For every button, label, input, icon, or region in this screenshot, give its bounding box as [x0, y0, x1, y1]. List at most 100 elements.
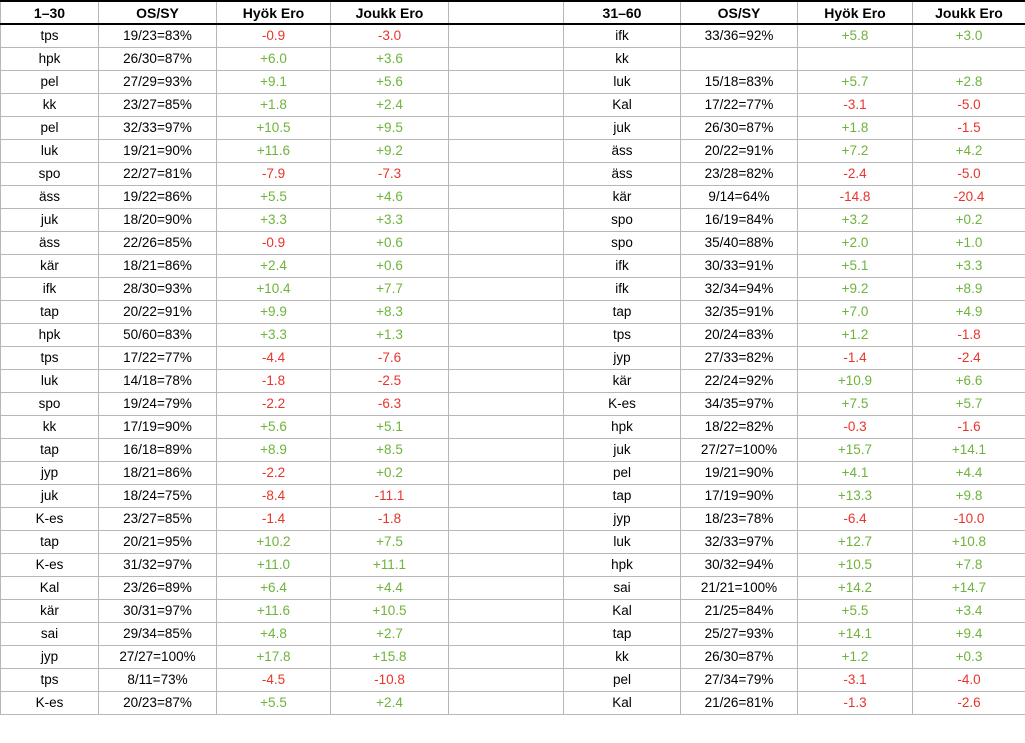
ossy-cell[interactable]: 30/32=94% [680, 552, 798, 577]
hyok-ero-cell[interactable]: -6.4 [797, 506, 913, 531]
ossy-cell[interactable]: 33/36=92% [680, 23, 798, 48]
hyok-ero-cell[interactable]: +7.5 [797, 391, 913, 416]
joukk-ero-cell[interactable]: +9.5 [330, 115, 449, 140]
team-cell[interactable]: äss [0, 230, 99, 255]
hyok-ero-cell[interactable]: +5.5 [797, 598, 913, 623]
joukk-ero-cell[interactable]: +3.0 [912, 23, 1025, 48]
joukk-ero-cell[interactable] [912, 46, 1025, 71]
hyok-ero-cell[interactable]: -1.4 [216, 506, 331, 531]
team-cell[interactable]: tps [0, 345, 99, 370]
joukk-ero-cell[interactable]: -4.0 [912, 667, 1025, 692]
ossy-cell[interactable]: 32/34=94% [680, 276, 798, 301]
joukk-ero-cell[interactable]: +4.6 [330, 184, 449, 209]
ossy-cell[interactable]: 21/26=81% [680, 690, 798, 715]
ossy-cell[interactable]: 35/40=88% [680, 230, 798, 255]
hyok-ero-cell[interactable]: -0.3 [797, 414, 913, 439]
ossy-cell[interactable]: 21/21=100% [680, 575, 798, 600]
joukk-ero-cell[interactable]: +2.8 [912, 69, 1025, 94]
team-cell[interactable]: kär [0, 598, 99, 623]
ossy-cell[interactable]: 28/30=93% [98, 276, 217, 301]
spacer-cell[interactable] [448, 552, 564, 577]
hyok-ero-cell[interactable]: +11.6 [216, 598, 331, 623]
ossy-cell[interactable]: 17/19=90% [680, 483, 798, 508]
team-cell[interactable]: kk [563, 46, 681, 71]
spacer-cell[interactable] [448, 207, 564, 232]
team-cell[interactable]: K-es [0, 506, 99, 531]
hyok-ero-cell[interactable]: +3.2 [797, 207, 913, 232]
team-cell[interactable]: K-es [0, 690, 99, 715]
hyok-ero-cell[interactable]: +9.9 [216, 299, 331, 324]
ossy-cell[interactable]: 26/30=87% [680, 644, 798, 669]
spacer-cell[interactable] [448, 437, 564, 462]
team-cell[interactable]: Kal [563, 92, 681, 117]
team-cell[interactable]: tap [563, 621, 681, 646]
team-cell[interactable]: spo [563, 207, 681, 232]
team-cell[interactable]: spo [563, 230, 681, 255]
joukk-ero-cell[interactable]: +9.4 [912, 621, 1025, 646]
team-cell[interactable]: kär [0, 253, 99, 278]
hyok-ero-cell[interactable]: +10.4 [216, 276, 331, 301]
ossy-cell[interactable]: 19/22=86% [98, 184, 217, 209]
joukk-ero-cell[interactable]: -7.3 [330, 161, 449, 186]
spacer-cell[interactable] [448, 667, 564, 692]
team-cell[interactable]: äss [563, 138, 681, 163]
spacer-cell[interactable] [448, 92, 564, 117]
team-cell[interactable]: tps [0, 667, 99, 692]
joukk-ero-cell[interactable]: +3.4 [912, 598, 1025, 623]
joukk-ero-cell[interactable]: -10.0 [912, 506, 1025, 531]
spacer-cell[interactable] [448, 506, 564, 531]
team-cell[interactable]: ifk [0, 276, 99, 301]
ossy-cell[interactable] [680, 46, 798, 71]
joukk-ero-cell[interactable]: -2.5 [330, 368, 449, 393]
joukk-ero-cell[interactable]: +0.2 [912, 207, 1025, 232]
hyok-ero-cell[interactable]: +1.2 [797, 322, 913, 347]
team-cell[interactable]: tap [563, 299, 681, 324]
joukk-ero-cell[interactable]: +8.3 [330, 299, 449, 324]
team-cell[interactable]: luk [563, 529, 681, 554]
team-cell[interactable]: Kal [563, 690, 681, 715]
hyok-ero-cell[interactable]: -8.4 [216, 483, 331, 508]
hyok-ero-cell[interactable]: +1.8 [216, 92, 331, 117]
header-hyok-ero-left[interactable]: Hyök Ero [216, 0, 331, 25]
hyok-ero-cell[interactable]: -4.5 [216, 667, 331, 692]
hyok-ero-cell[interactable]: +4.8 [216, 621, 331, 646]
spacer-cell[interactable] [448, 368, 564, 393]
team-cell[interactable]: tap [0, 529, 99, 554]
ossy-cell[interactable]: 23/27=85% [98, 92, 217, 117]
hyok-ero-cell[interactable]: +10.5 [216, 115, 331, 140]
ossy-cell[interactable]: 16/19=84% [680, 207, 798, 232]
team-cell[interactable]: tap [563, 483, 681, 508]
ossy-cell[interactable]: 17/22=77% [680, 92, 798, 117]
team-cell[interactable]: luk [0, 368, 99, 393]
joukk-ero-cell[interactable]: +5.1 [330, 414, 449, 439]
ossy-cell[interactable]: 25/27=93% [680, 621, 798, 646]
ossy-cell[interactable]: 23/27=85% [98, 506, 217, 531]
ossy-cell[interactable]: 30/31=97% [98, 598, 217, 623]
ossy-cell[interactable]: 15/18=83% [680, 69, 798, 94]
spacer-cell[interactable] [448, 483, 564, 508]
team-cell[interactable]: äss [0, 184, 99, 209]
team-cell[interactable]: kk [0, 414, 99, 439]
joukk-ero-cell[interactable]: +5.6 [330, 69, 449, 94]
hyok-ero-cell[interactable]: +1.8 [797, 115, 913, 140]
spacer-cell[interactable] [448, 276, 564, 301]
header-range-1-30[interactable]: 1–30 [0, 0, 99, 25]
spacer-cell[interactable] [448, 644, 564, 669]
joukk-ero-cell[interactable]: +0.6 [330, 253, 449, 278]
spacer-cell[interactable] [448, 529, 564, 554]
hyok-ero-cell[interactable]: -2.2 [216, 460, 331, 485]
team-cell[interactable]: hpk [0, 46, 99, 71]
ossy-cell[interactable]: 20/21=95% [98, 529, 217, 554]
hyok-ero-cell[interactable] [797, 46, 913, 71]
joukk-ero-cell[interactable]: -7.6 [330, 345, 449, 370]
hyok-ero-cell[interactable]: +11.0 [216, 552, 331, 577]
spacer-cell[interactable] [448, 414, 564, 439]
team-cell[interactable]: tps [563, 322, 681, 347]
joukk-ero-cell[interactable]: +7.8 [912, 552, 1025, 577]
joukk-ero-cell[interactable]: -5.0 [912, 92, 1025, 117]
header-range-31-60[interactable]: 31–60 [563, 0, 681, 25]
team-cell[interactable]: jyp [563, 506, 681, 531]
ossy-cell[interactable]: 26/30=87% [680, 115, 798, 140]
hyok-ero-cell[interactable]: +6.4 [216, 575, 331, 600]
joukk-ero-cell[interactable]: +6.6 [912, 368, 1025, 393]
